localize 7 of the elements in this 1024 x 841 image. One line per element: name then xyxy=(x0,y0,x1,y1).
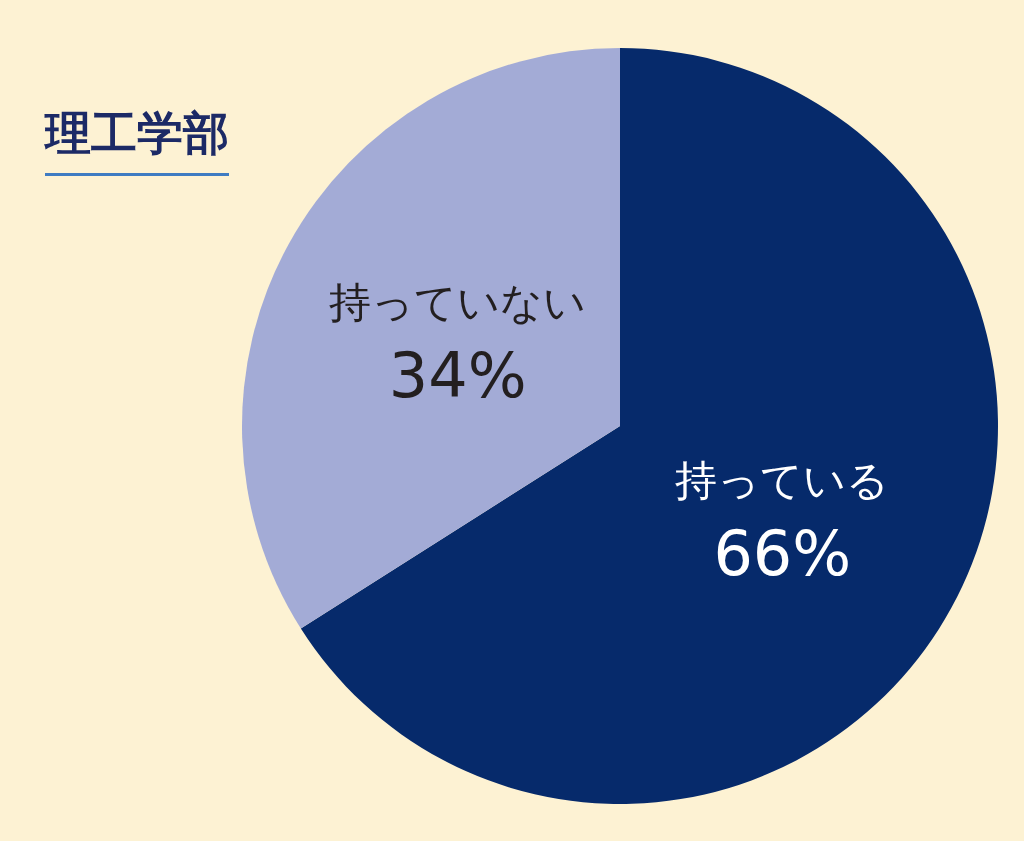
slice-label: 持っている xyxy=(675,456,890,506)
data-label: 34% xyxy=(388,338,527,412)
slice-label: 持っていない xyxy=(329,277,587,327)
pie-slice xyxy=(300,48,998,804)
data-label: 66% xyxy=(713,517,852,591)
text: 理工学部 xyxy=(45,103,229,176)
pie-slice xyxy=(242,48,620,629)
